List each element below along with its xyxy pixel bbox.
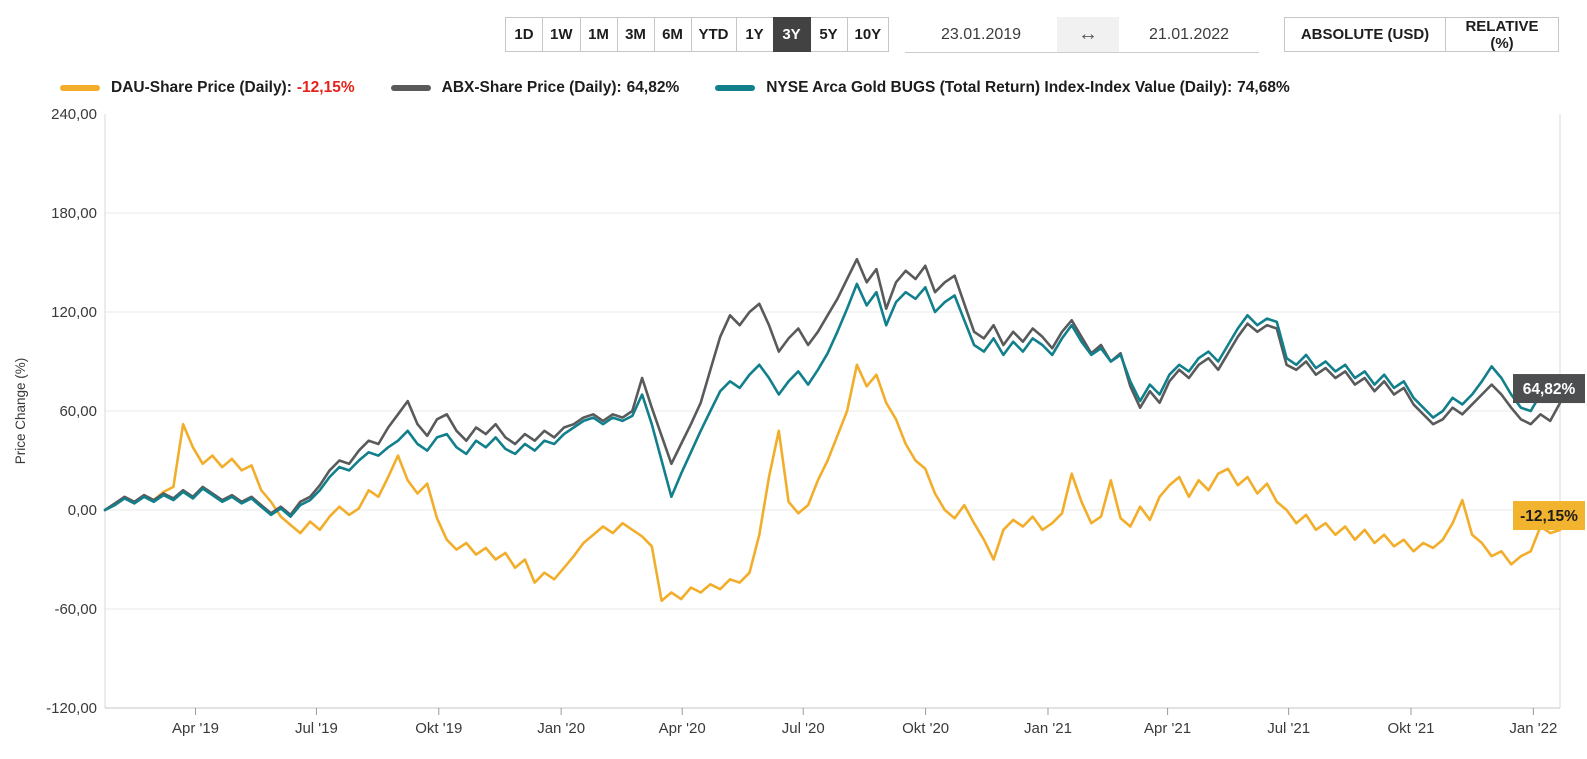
end-marker-value-dau: -12,15% [1520, 508, 1578, 525]
range-button-ytd[interactable]: YTD [690, 17, 737, 52]
y-tick-label: 180,00 [51, 205, 97, 222]
y-tick-label: -120,00 [46, 700, 97, 717]
x-tick-label: Okt '20 [902, 720, 949, 737]
y-tick-label: 0,00 [68, 502, 97, 519]
x-tick-label: Okt '21 [1387, 720, 1434, 737]
y-tick-label: 60,00 [59, 403, 97, 420]
toolbar: 1D 1W 1M 3M 6M YTD 1Y 3Y 5Y 10Y 23.01.2019 ↔ 21.0… [0, 17, 1587, 53]
date-swap-box: ↔ [1057, 17, 1119, 52]
mode-button-group: ABSOLUTE (USD) RELATIVE (%) [1284, 17, 1559, 52]
end-marker-value-abx: 64,82% [1523, 381, 1576, 398]
legend-swatch-icon [390, 85, 431, 91]
end-marker-box-dau [1513, 501, 1585, 531]
y-tick-label: 120,00 [51, 304, 97, 321]
legend-item-abx[interactable]: ABX-Share Price (Daily): 64,82% [390, 79, 680, 97]
absolute-usd-button[interactable]: ABSOLUTE (USD) [1284, 17, 1446, 52]
legend-label: NYSE Arca Gold BUGS (Total Return) Index… [766, 79, 1233, 96]
x-tick-label: Jan '22 [1509, 720, 1557, 737]
y-axis-title: Price Change (%) [13, 358, 28, 465]
legend-label: DAU-Share Price (Daily): [111, 79, 292, 96]
x-tick-label: Apr '20 [659, 720, 706, 737]
range-button-3y[interactable]: 3Y [772, 17, 811, 52]
time-range-button-group: 1D 1W 1M 3M 6M YTD 1Y 3Y 5Y 10Y [505, 17, 890, 52]
legend-item-dau[interactable]: DAU-Share Price (Daily): -12,15% [60, 79, 355, 97]
range-button-1m[interactable]: 1M [579, 17, 618, 52]
range-button-10y[interactable]: 10Y [846, 17, 890, 52]
y-tick-label: -60,00 [54, 601, 97, 618]
legend-swatch-icon [715, 85, 756, 91]
x-tick-label: Jul '19 [295, 720, 338, 737]
x-tick-label: Jul '20 [782, 720, 825, 737]
legend-item-hui[interactable]: NYSE Arca Gold BUGS (Total Return) Index… [715, 79, 1290, 97]
range-button-1d[interactable]: 1D [505, 17, 543, 52]
x-tick-label: Apr '19 [172, 720, 219, 737]
end-marker-box-abx [1513, 374, 1585, 404]
series-line-dau [103, 363, 1562, 603]
range-button-6m[interactable]: 6M [653, 17, 692, 52]
range-button-1y[interactable]: 1Y [735, 17, 774, 52]
legend-value: 64,82% [626, 79, 680, 96]
x-tick-label: Jan '21 [1024, 720, 1072, 737]
swap-arrow-icon: ↔ [1078, 23, 1098, 45]
range-button-3m[interactable]: 3M [616, 17, 655, 52]
date-range-picker: 23.01.2019 ↔ 21.01.2022 [905, 17, 1259, 53]
chart-plot-area[interactable]: 240,00 180,00 120,00 60,00 0,00 -60,00 -120,00… [0, 100, 1587, 759]
x-tick-label: Okt '19 [415, 720, 462, 737]
x-tick-label: Jan '20 [537, 720, 585, 737]
legend-label: ABX-Share Price (Daily): [441, 79, 622, 96]
legend-value: 74,68% [1237, 79, 1290, 96]
relative-percent-button[interactable]: RELATIVE (%) [1445, 17, 1559, 52]
legend-value: -12,15% [296, 79, 355, 96]
x-tick-label: Jul '21 [1267, 720, 1310, 737]
range-button-1w[interactable]: 1W [542, 17, 581, 52]
series-line-abx [103, 257, 1562, 517]
y-tick-label: 240,00 [51, 106, 97, 123]
chart-legend: DAU-Share Price (Daily): -12,15% ABX-Share… [60, 79, 1290, 97]
date-to-input[interactable]: 21.01.2022 [1119, 17, 1259, 52]
legend-swatch-icon [60, 85, 100, 91]
series-line-hui [103, 282, 1562, 518]
range-button-5y[interactable]: 5Y [809, 17, 848, 52]
date-from-input[interactable]: 23.01.2019 [905, 17, 1057, 52]
x-tick-label: Apr '21 [1144, 720, 1191, 737]
